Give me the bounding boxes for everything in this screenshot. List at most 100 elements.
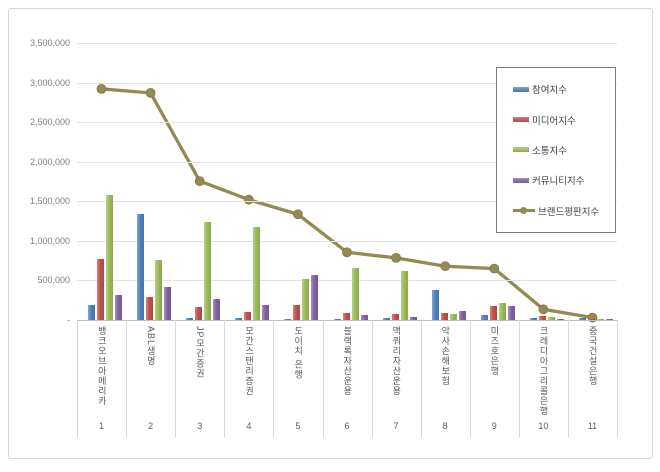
y-axis-tick-label: 2,000,000: [29, 156, 70, 167]
bar-2-rank-6: [342, 313, 350, 320]
bar-2-rank-3: [195, 306, 203, 320]
bar-1-rank-5: [284, 318, 292, 320]
legend-item: 커뮤니티지수: [513, 173, 611, 187]
category-label: 블랙록자산운용: [323, 326, 372, 416]
y-gridline: [77, 161, 617, 163]
y-axis-tick-label: 3,000,000: [29, 77, 70, 88]
y-gridline: [77, 122, 617, 124]
bar-2-rank-8: [440, 313, 448, 320]
legend-bar-swatch: [513, 86, 529, 92]
bar-2-rank-10: [538, 316, 546, 320]
bar-3-rank-8: [449, 314, 457, 320]
bar-4-rank-2: [164, 287, 172, 320]
bar-3-rank-10: [547, 317, 555, 320]
bar-1-rank-8: [431, 289, 439, 320]
legend-item: 소통지수: [513, 143, 611, 157]
rank-label: 7: [393, 421, 399, 431]
legend-label: 커뮤니티지수: [532, 176, 585, 188]
category-separator: [273, 320, 275, 438]
legend-item: 미디어지수: [513, 113, 611, 127]
bar-1-rank-9: [480, 314, 488, 320]
bar-4-rank-4: [262, 305, 270, 320]
bar-3-rank-11: [596, 319, 604, 320]
y-axis-tick-label: 2,500,000: [29, 117, 70, 128]
category-label-text: JP모간증권: [194, 326, 205, 379]
category-separator: [420, 320, 422, 438]
category-label-text: 뱅크오브아메리카: [96, 326, 107, 406]
category-label-text: 미즈호은행: [489, 326, 500, 376]
bar-4-rank-8: [458, 310, 466, 320]
rank-label: 5: [295, 421, 301, 431]
legend-bar-swatch: [513, 147, 529, 153]
y-gridline: [77, 240, 617, 242]
bar-4-rank-1: [115, 295, 122, 320]
category-label: 중국건설은행: [568, 326, 617, 416]
category-separator: [77, 320, 78, 438]
category-label-text: 크레디아그리콜은행: [538, 326, 549, 416]
bar-1-rank-10: [529, 317, 537, 320]
category-label: 미즈호은행: [470, 326, 519, 416]
legend-item: 참여지수: [513, 82, 611, 96]
legend-bar-swatch: [513, 177, 529, 183]
bar-2-rank-4: [244, 311, 252, 320]
bar-1-rank-4: [235, 318, 243, 320]
bar-2-rank-9: [489, 306, 497, 320]
bar-3-rank-5: [302, 278, 310, 320]
rank-label: 1: [99, 421, 105, 431]
category-label: 뱅크오브아메리카: [77, 326, 126, 416]
legend-item: 브랜드평판지수: [513, 204, 611, 218]
category-label: JP모간증권: [175, 326, 224, 416]
category-label: 악사손해보험: [421, 326, 470, 416]
y-gridline: [77, 201, 617, 203]
bar-3-rank-3: [204, 221, 212, 320]
category-label-text: ABL생명: [145, 326, 156, 367]
category-separator: [617, 320, 618, 438]
category-separator: [469, 320, 471, 438]
rank-label: 9: [491, 421, 497, 431]
legend-bar-swatch: [513, 117, 529, 123]
rank-label: 11: [587, 421, 598, 431]
bar-3-rank-7: [400, 270, 408, 320]
bar-1-rank-1: [88, 305, 95, 320]
bar-2-rank-5: [293, 304, 301, 320]
category-label-text: 맥쿼리자산운용: [391, 326, 402, 396]
rank-label: 6: [344, 421, 350, 431]
legend-line-swatch: [513, 206, 535, 215]
bar-2-rank-2: [146, 297, 154, 320]
bar-1-rank-11: [578, 318, 586, 320]
rank-label: 3: [197, 421, 203, 431]
legend-label: 참여지수: [532, 85, 567, 97]
bar-2-rank-1: [97, 259, 104, 320]
category-separator: [322, 320, 324, 438]
y-axis-tick-label: -: [67, 315, 70, 325]
rank-label: 10: [538, 421, 549, 431]
bar-4-rank-9: [507, 306, 515, 320]
y-axis-tick-label: 500,000: [37, 275, 70, 286]
bar-4-rank-7: [409, 317, 417, 320]
bar-3-rank-2: [155, 259, 163, 320]
category-label: 도이치 은행: [273, 326, 322, 416]
bar-2-rank-11: [587, 319, 595, 320]
bar-4-rank-3: [213, 298, 221, 320]
y-axis-tick-label: 1,500,000: [29, 196, 70, 207]
bar-3-rank-4: [253, 226, 261, 320]
bar-3-rank-9: [498, 303, 506, 320]
bar-3-rank-6: [351, 268, 359, 320]
category-label: 크레디아그리콜은행: [519, 326, 568, 416]
bar-4-rank-6: [360, 314, 368, 320]
legend-label: 브랜드평판지수: [538, 206, 600, 218]
category-separator: [224, 320, 226, 438]
y-axis-tick-label: 3,500,000: [29, 38, 70, 48]
legend-label: 미디어지수: [532, 115, 576, 127]
category-label: 모간스탠리증권: [224, 326, 273, 416]
bar-4-rank-5: [311, 275, 319, 320]
bar-1-rank-6: [333, 318, 341, 320]
y-axis-tick-label: 1,000,000: [29, 235, 70, 246]
y-gridline: [77, 43, 617, 44]
category-label-text: 모간스탠리증권: [244, 326, 255, 396]
x-axis-line: [77, 320, 617, 321]
category-label-text: 중국건설은행: [587, 326, 598, 386]
bar-4-rank-11: [605, 319, 613, 320]
